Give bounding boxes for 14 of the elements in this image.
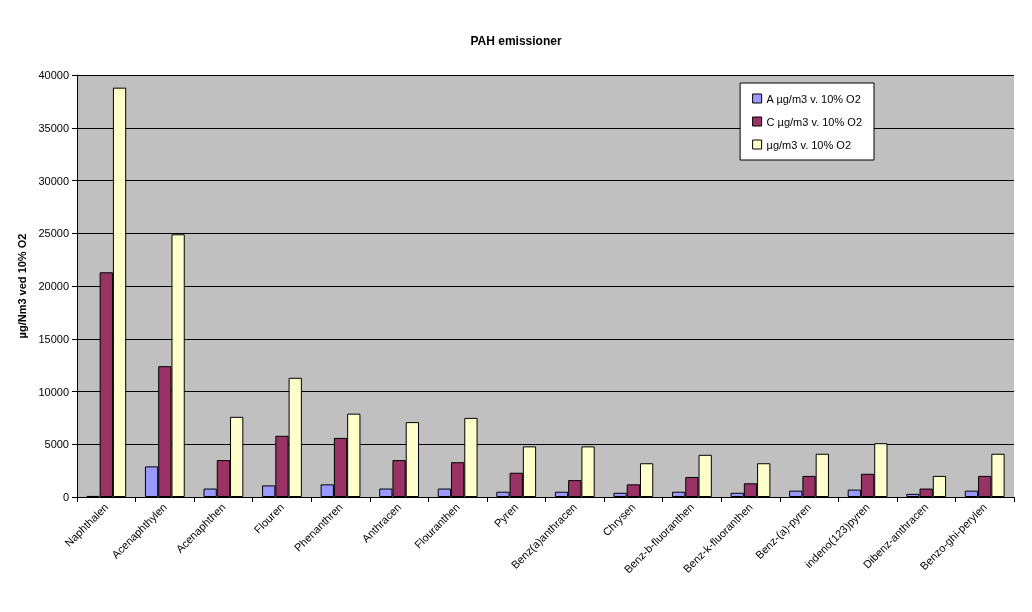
y-tick-label: 10000 xyxy=(38,385,69,398)
y-tick-label: 30000 xyxy=(38,174,69,187)
legend-label: C µg/m3 v. 10% O2 xyxy=(766,115,862,128)
chart-title: PAH emissioner xyxy=(470,34,562,48)
legend-label: A µg/m3 v. 10% O2 xyxy=(766,92,861,105)
y-tick-label: 25000 xyxy=(38,227,69,240)
y-tick-label: 35000 xyxy=(38,121,69,134)
y-tick-label: 20000 xyxy=(38,280,69,292)
y-tick-label: 40000 xyxy=(38,69,69,81)
y-tick-label: 15000 xyxy=(38,332,69,345)
y-tick-label: 0 xyxy=(62,491,69,503)
y-tick-label: 5000 xyxy=(44,438,69,451)
legend-label: µg/m3 v. 10% O2 xyxy=(766,138,851,151)
y-axis-title: µg/Nm3 ved 10% O2 xyxy=(15,233,28,339)
